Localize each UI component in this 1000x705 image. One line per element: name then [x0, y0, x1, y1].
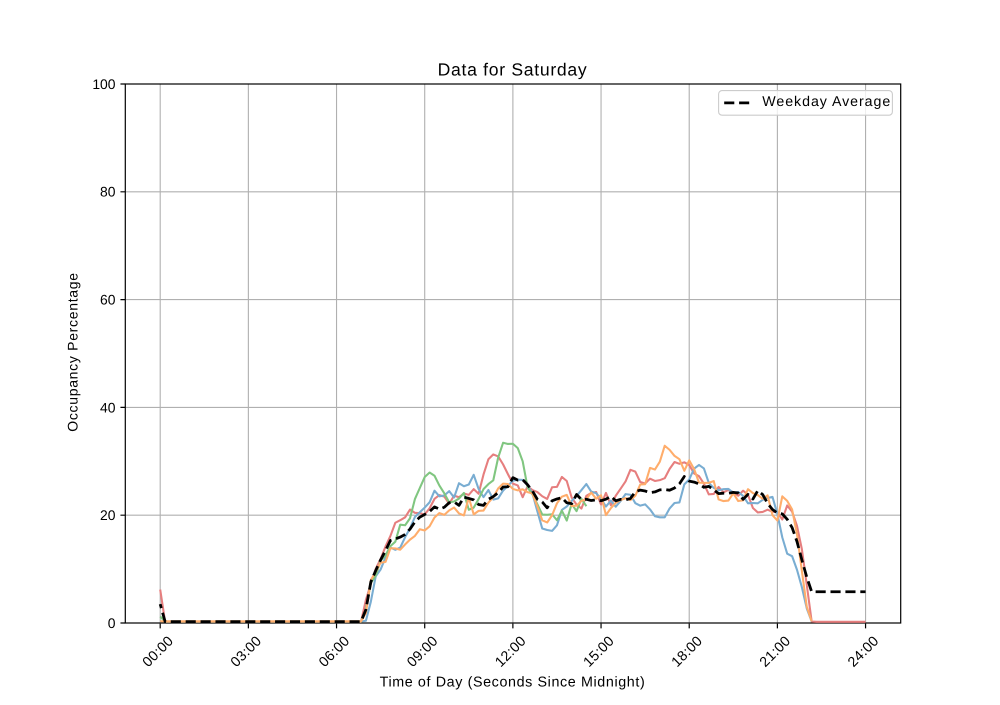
svg-text:Data for Saturday: Data for Saturday	[438, 60, 588, 80]
svg-text:80: 80	[100, 184, 116, 200]
svg-text:Weekday Average: Weekday Average	[762, 94, 891, 110]
svg-text:Time of Day (Seconds Since Mid: Time of Day (Seconds Since Midnight)	[380, 675, 646, 691]
svg-text:0: 0	[108, 615, 116, 631]
svg-text:20: 20	[100, 507, 116, 523]
svg-text:60: 60	[100, 292, 116, 308]
svg-text:100: 100	[92, 76, 115, 92]
svg-text:Occupancy Percentage: Occupancy Percentage	[65, 272, 81, 432]
svg-text:40: 40	[100, 399, 116, 415]
